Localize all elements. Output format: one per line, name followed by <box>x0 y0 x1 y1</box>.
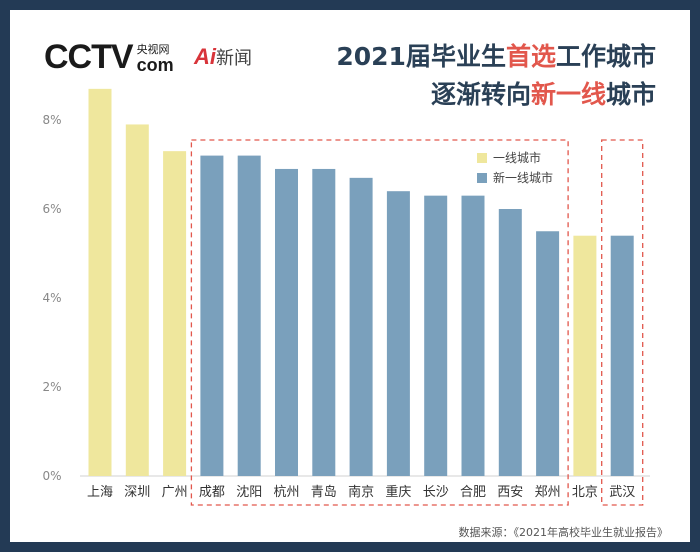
bar-上海 <box>88 88 112 476</box>
x-tick-label: 合肥 <box>460 485 486 500</box>
highlight-box-2 <box>601 139 644 506</box>
bar-长沙 <box>424 195 448 476</box>
ai-logo-mark: Ai <box>194 44 216 69</box>
x-tick-label: 青岛 <box>311 484 337 500</box>
bar-西安 <box>498 209 522 476</box>
y-tick-label: 8% <box>42 113 61 127</box>
x-tick-label: 成都 <box>199 485 225 500</box>
title-line-1: 2021届毕业生首选工作城市 <box>336 38 656 76</box>
title-line1-a: 2021届毕业生 <box>336 42 506 71</box>
bar-合肥 <box>461 195 485 476</box>
title-line-2: 逐渐转向新一线城市 <box>336 76 656 114</box>
cctv-logo-com: com <box>136 55 174 75</box>
x-tick-label: 南京 <box>348 484 374 500</box>
bar-郑州 <box>536 231 560 476</box>
x-tick-label: 郑州 <box>535 485 561 500</box>
legend-swatch <box>477 173 487 183</box>
cctv-logo: CCTV 央视网 com <box>44 40 174 74</box>
bar-成都 <box>200 155 224 476</box>
highlight-box-1 <box>190 139 569 506</box>
bar-深圳 <box>125 124 149 476</box>
title-line1-highlight: 首选 <box>505 42 556 71</box>
x-tick-label: 深圳 <box>124 485 150 500</box>
bar-杭州 <box>275 168 298 476</box>
title-line1-b: 工作城市 <box>555 42 656 71</box>
cctv-logo-cn: 央视网 <box>136 43 170 56</box>
bar-北京 <box>573 235 597 476</box>
x-tick-label: 北京 <box>572 485 598 500</box>
bar-重庆 <box>386 191 410 476</box>
infographic-card: CCTV 央视网 com Ai 新闻 2021届毕业生首选工作城市 逐渐转向新一… <box>10 10 690 542</box>
bar-广州 <box>163 151 187 476</box>
ai-news-logo: Ai 新闻 <box>194 44 252 70</box>
y-tick-label: 2% <box>42 380 61 394</box>
title-line2-highlight: 新一线 <box>530 80 606 109</box>
data-source: 数据来源：《2021年高校毕业生就业报告》 <box>458 526 669 539</box>
x-tick-label: 武汉 <box>609 485 635 500</box>
x-tick-label: 西安 <box>497 485 523 500</box>
x-tick-label: 沈阳 <box>236 485 262 500</box>
legend-label: 一线城市 <box>493 150 541 165</box>
x-tick-label: 重庆 <box>385 484 411 500</box>
y-tick-label: 0% <box>42 469 61 483</box>
cctv-logo-text: CCTV <box>44 38 134 76</box>
legend-label: 新一线城市 <box>493 170 553 185</box>
ai-logo-text: 新闻 <box>216 48 252 69</box>
title-line2-a: 逐渐转向 <box>430 80 531 109</box>
title-line2-b: 城市 <box>605 80 656 109</box>
x-tick-label: 杭州 <box>273 485 299 500</box>
x-tick-label: 长沙 <box>423 485 449 500</box>
y-tick-label: 4% <box>42 291 61 305</box>
bar-南京 <box>349 177 373 476</box>
bar-武汉 <box>610 235 634 476</box>
bar-青岛 <box>312 168 336 476</box>
x-tick-label: 广州 <box>162 485 188 500</box>
bar-沈阳 <box>237 155 261 476</box>
bar-chart: 0% 2% 4% 6% 8% 上海 深圳 广州 成都 沈阳 杭州 青岛 南京 重庆 长沙 合肥 西安 郑州 北京 武汉… <box>42 88 650 506</box>
legend-swatch <box>477 153 487 163</box>
chart-title: 2021届毕业生首选工作城市 逐渐转向新一线城市 <box>336 38 656 114</box>
x-tick-label: 上海 <box>87 485 113 500</box>
y-tick-label: 6% <box>42 202 61 216</box>
